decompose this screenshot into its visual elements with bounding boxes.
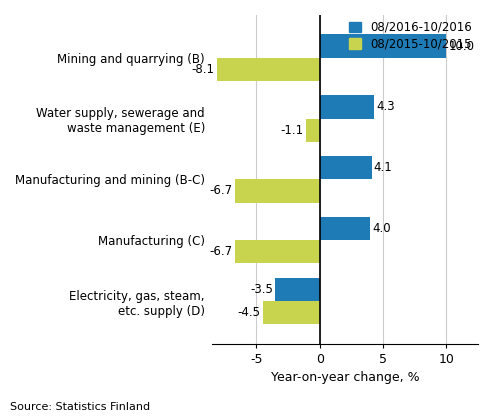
X-axis label: Year-on-year change, %: Year-on-year change, % [271, 371, 419, 384]
Text: -6.7: -6.7 [210, 184, 233, 198]
Bar [263, 301, 319, 324]
Bar [319, 35, 446, 58]
Text: 10.0: 10.0 [449, 40, 475, 52]
Text: Source: Statistics Finland: Source: Statistics Finland [10, 402, 150, 412]
Text: -4.5: -4.5 [237, 306, 260, 319]
Text: 4.1: 4.1 [374, 161, 392, 174]
Text: -1.1: -1.1 [281, 124, 303, 136]
Bar [306, 119, 319, 141]
Text: 4.3: 4.3 [376, 100, 395, 114]
Bar [319, 95, 374, 119]
Text: 4.0: 4.0 [373, 222, 391, 235]
Bar [235, 240, 319, 263]
Bar [217, 58, 319, 81]
Text: -6.7: -6.7 [210, 245, 233, 258]
Bar [235, 179, 319, 203]
Bar [319, 156, 372, 179]
Legend: 08/2016-10/2016, 08/2015-10/2015: 08/2016-10/2016, 08/2015-10/2015 [349, 21, 472, 50]
Text: -8.1: -8.1 [192, 63, 215, 76]
Text: -3.5: -3.5 [250, 283, 273, 296]
Bar [319, 217, 370, 240]
Bar [275, 278, 319, 301]
